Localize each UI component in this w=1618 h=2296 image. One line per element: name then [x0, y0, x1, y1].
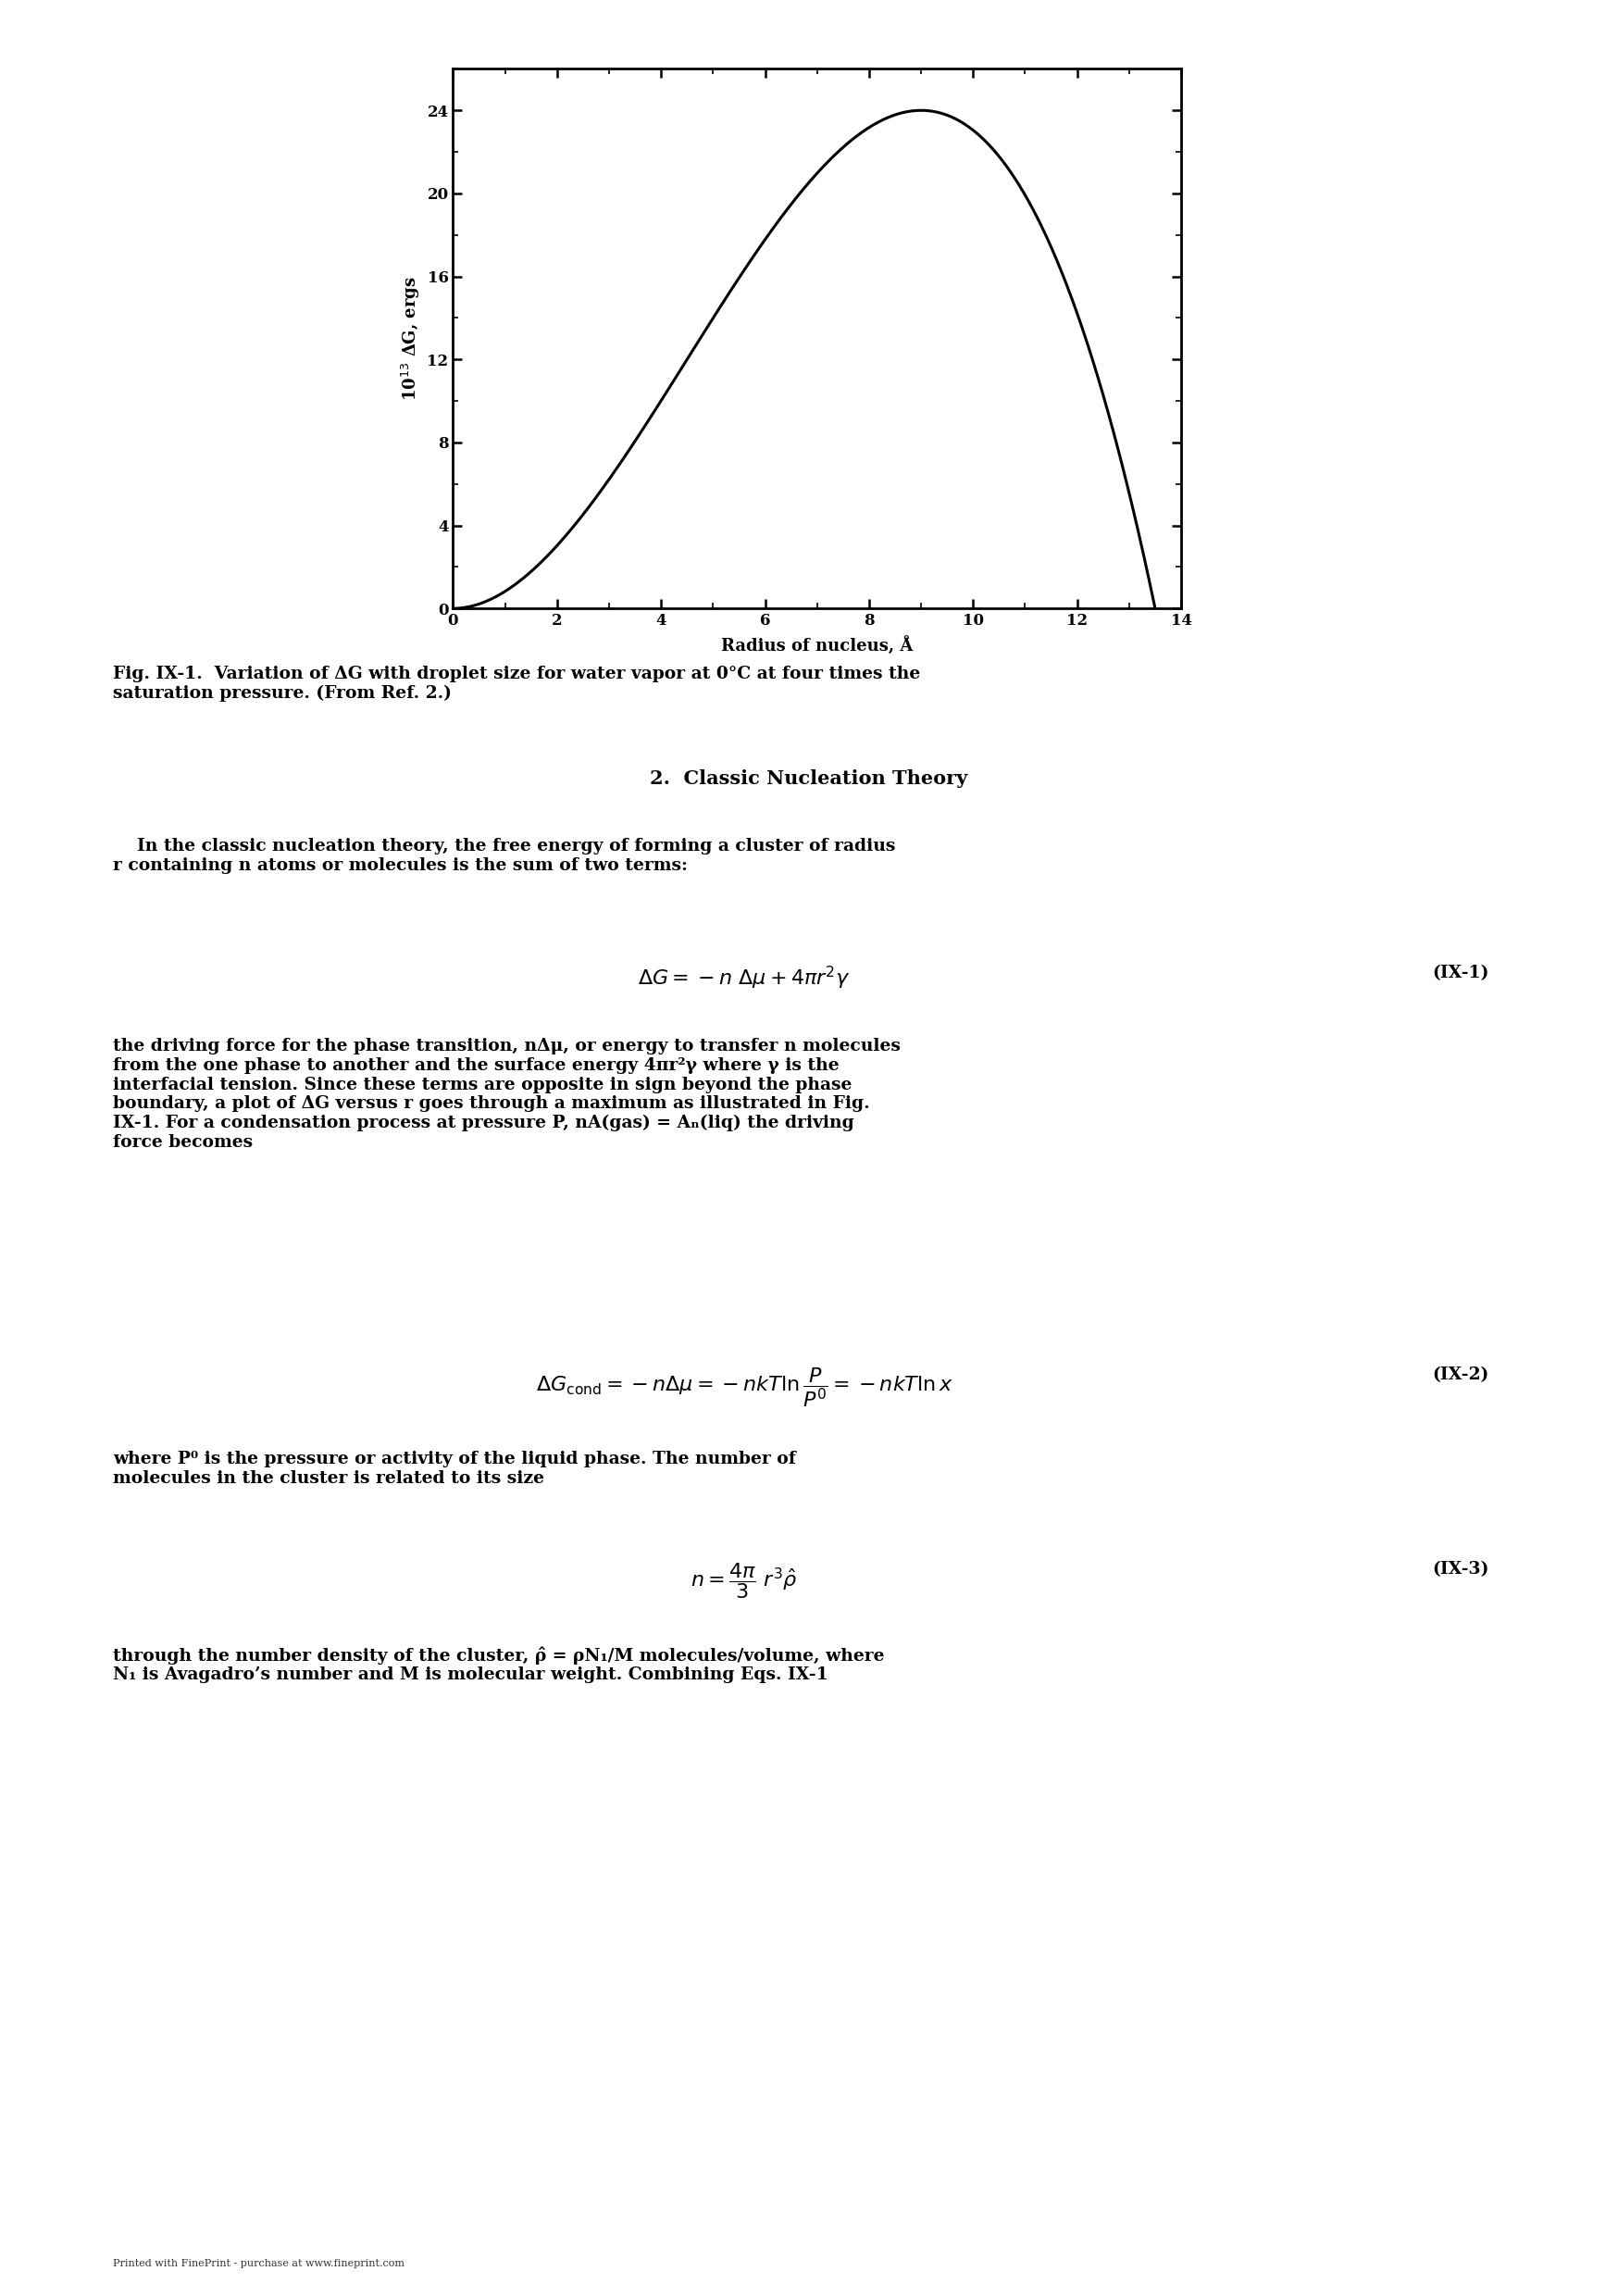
Text: Fig. IX-1.  Variation of ΔG with droplet size for water vapor at 0°C at four tim: Fig. IX-1. Variation of ΔG with droplet … [113, 666, 921, 703]
Text: $\Delta G = -n\ \Delta\mu + 4\pi r^2\gamma$: $\Delta G = -n\ \Delta\mu + 4\pi r^2\gam… [637, 964, 851, 992]
Text: Printed with FinePrint - purchase at www.fineprint.com: Printed with FinePrint - purchase at www… [113, 2259, 404, 2268]
Text: through the number density of the cluster, ρ̂ = ρN₁/M molecules/volume, where
N₁: through the number density of the cluste… [113, 1646, 885, 1683]
Text: $\Delta G_{\rm cond} = -n\Delta\mu = -nkT\ln\dfrac{P}{P^0} = -nkT\ln x$: $\Delta G_{\rm cond} = -n\Delta\mu = -nk… [536, 1366, 953, 1410]
Text: (IX-2): (IX-2) [1432, 1366, 1489, 1382]
X-axis label: Radius of nucleus, Å: Radius of nucleus, Å [722, 636, 913, 654]
Y-axis label: 10$^{13}$ ΔG, ergs: 10$^{13}$ ΔG, ergs [400, 276, 422, 402]
Text: the driving force for the phase transition, nΔμ, or energy to transfer n molecul: the driving force for the phase transiti… [113, 1038, 901, 1150]
Text: (IX-1): (IX-1) [1432, 964, 1489, 980]
Text: (IX-3): (IX-3) [1432, 1561, 1489, 1577]
Text: In the classic nucleation theory, the free energy of forming a cluster of radius: In the classic nucleation theory, the fr… [113, 838, 896, 875]
Text: $n = \dfrac{4\pi}{3}\ r^3\hat{\rho}$: $n = \dfrac{4\pi}{3}\ r^3\hat{\rho}$ [691, 1561, 798, 1600]
Text: where P⁰ is the pressure or activity of the liquid phase. The number of
molecule: where P⁰ is the pressure or activity of … [113, 1451, 796, 1488]
Text: 2.  Classic Nucleation Theory: 2. Classic Nucleation Theory [650, 769, 968, 788]
